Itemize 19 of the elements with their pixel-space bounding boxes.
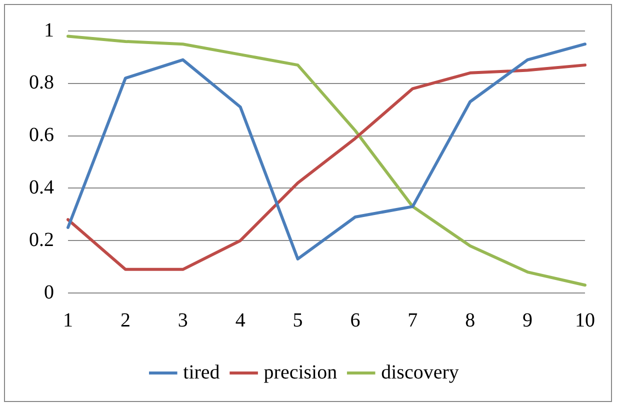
x-tick-label: 3	[178, 309, 188, 332]
x-tick-label: 9	[522, 309, 533, 332]
y-tick-label: 0.2	[29, 228, 54, 251]
legend-label: tired	[183, 361, 220, 384]
y-tick-label: 0.4	[29, 176, 54, 198]
legend-label: discovery	[381, 361, 459, 384]
y-tick-label: 1	[44, 19, 54, 42]
x-tick-label: 10	[575, 309, 595, 332]
x-tick-label: 5	[292, 309, 303, 332]
x-tick-label: 7	[408, 309, 418, 332]
x-tick-label: 1	[63, 309, 73, 332]
y-tick-label: 0	[44, 281, 54, 304]
legend-label: precision	[264, 361, 338, 384]
y-tick-label: 0.8	[29, 72, 54, 94]
x-tick-label: 6	[350, 309, 360, 332]
x-tick-label: 2	[120, 309, 130, 332]
x-tick-label: 8	[465, 309, 476, 332]
y-tick-label: 0.6	[29, 124, 54, 146]
x-tick-label: 4	[235, 309, 246, 332]
